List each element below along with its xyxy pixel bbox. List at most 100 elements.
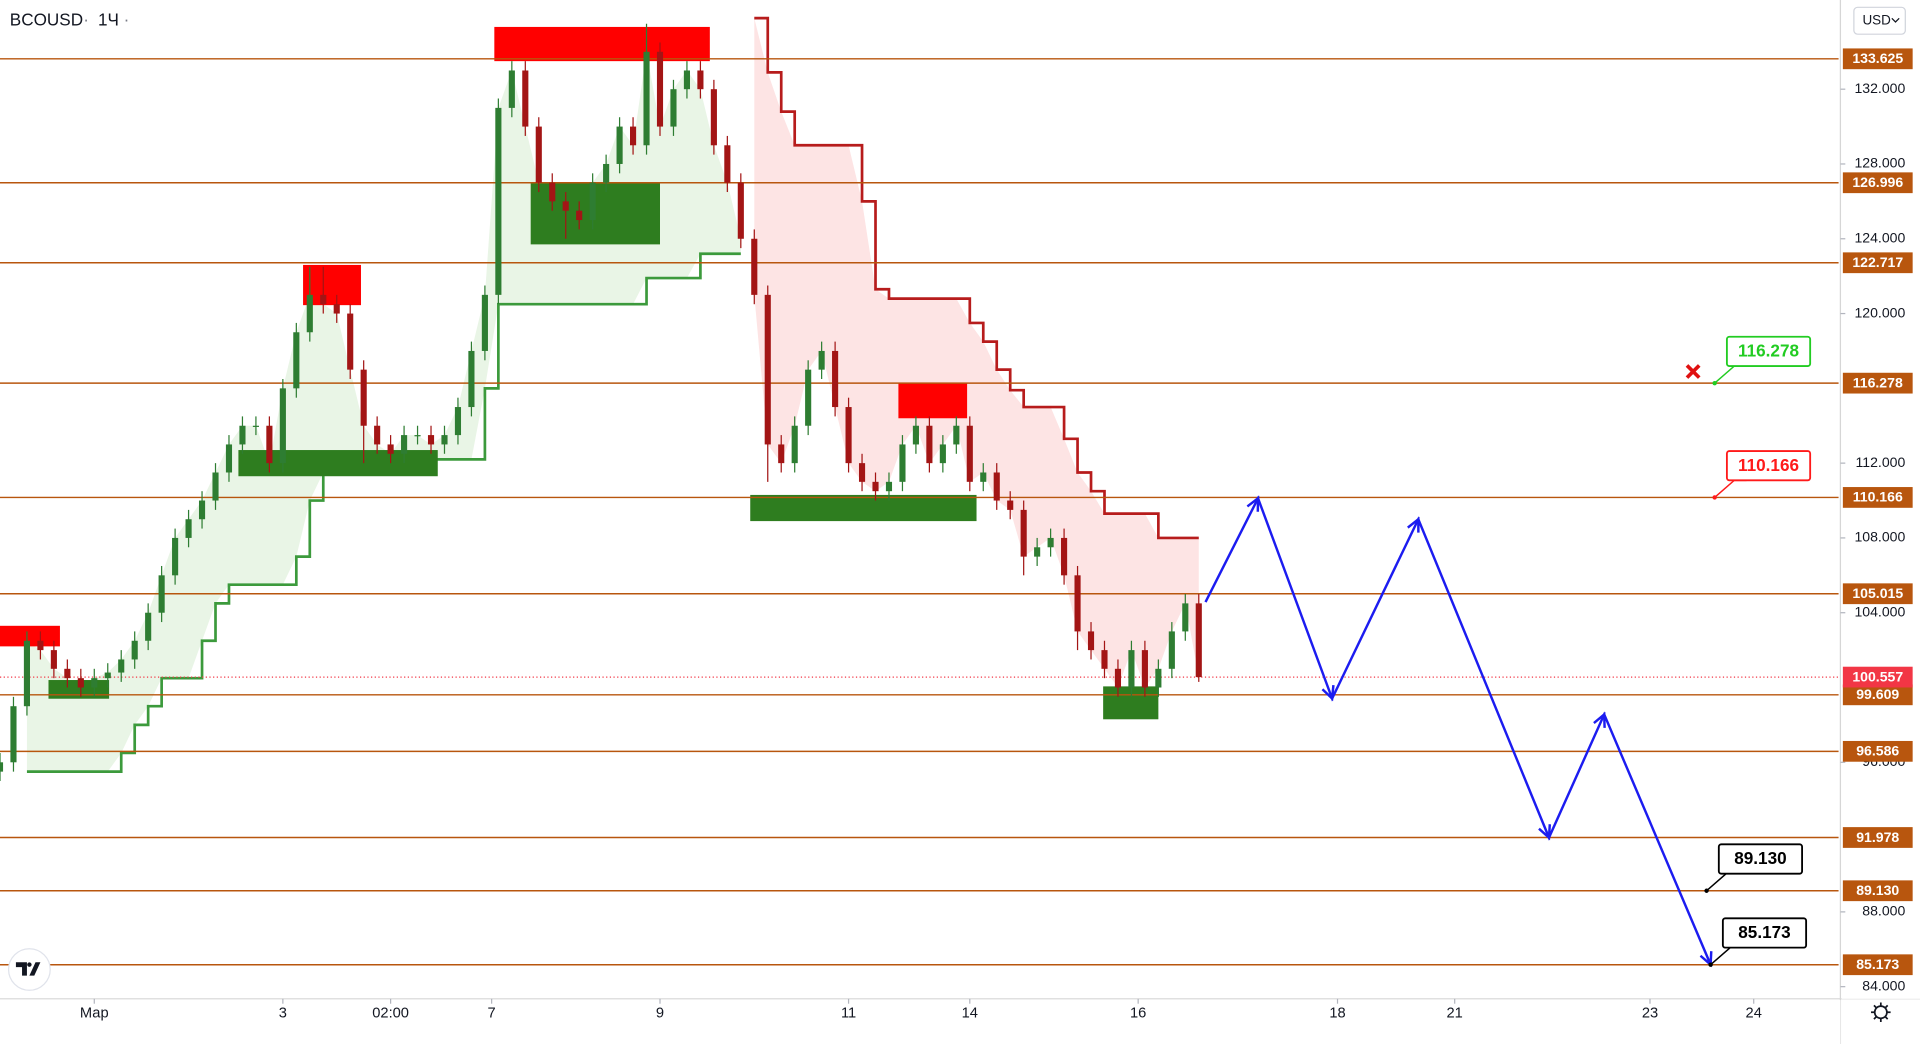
candle-body xyxy=(818,350,825,370)
candle-body xyxy=(1087,631,1095,651)
level-tag xyxy=(1842,827,1913,848)
candle-body xyxy=(239,425,246,445)
candle-body xyxy=(225,444,233,473)
logo-dot xyxy=(27,962,32,967)
level-tag xyxy=(1842,252,1913,274)
supertrend-line xyxy=(754,16,1199,540)
y-tick-label: 120.000 xyxy=(1854,304,1905,320)
candle-body xyxy=(791,425,798,464)
candle-body xyxy=(1034,547,1041,557)
level-label: 105.015 xyxy=(1852,585,1903,601)
candle-body xyxy=(710,89,717,146)
candle-body xyxy=(1101,650,1108,669)
x-tick-label: 9 xyxy=(656,1005,664,1021)
candle-body xyxy=(670,89,677,127)
y-tick-label: 104.000 xyxy=(1854,603,1905,619)
candle-body xyxy=(333,304,340,314)
candle-body xyxy=(535,126,542,183)
callout-label: 85.173 xyxy=(1738,923,1790,942)
candle-body xyxy=(508,70,515,108)
dropdown-arrow[interactable] xyxy=(1891,17,1900,23)
candle-body xyxy=(656,51,664,127)
candle-body xyxy=(589,182,596,221)
gear-teeth[interactable] xyxy=(1871,1002,1891,1023)
callout-box xyxy=(1725,335,1812,367)
candle-body xyxy=(401,435,408,454)
candle-body xyxy=(1007,500,1014,510)
candle-body xyxy=(885,481,893,492)
candle-body xyxy=(481,294,488,351)
y-tick-label: 108.000 xyxy=(1854,529,1905,545)
candle-body xyxy=(414,435,421,437)
level-tag xyxy=(1842,583,1913,605)
symbol-title: BCOUSD xyxy=(10,10,83,29)
currency-box[interactable] xyxy=(1853,6,1906,35)
candle-body xyxy=(1047,537,1054,548)
candle-body xyxy=(347,313,354,370)
candle-body xyxy=(1141,650,1148,688)
candle-body xyxy=(724,145,731,183)
candle-body xyxy=(1020,509,1027,557)
candle-body xyxy=(630,126,637,146)
candle-body xyxy=(778,444,785,464)
interval: 1Ч xyxy=(98,10,119,29)
logo-circle[interactable] xyxy=(7,948,51,991)
zone xyxy=(898,382,968,419)
x-tick-label: 18 xyxy=(1329,1005,1345,1021)
candle-body xyxy=(1195,603,1202,678)
candle-body xyxy=(185,519,192,538)
plot-area: 116.278 110.166 89.130 85.173 xyxy=(0,16,1839,968)
x-tick-label: 3 xyxy=(279,1005,287,1021)
currency-button[interactable]: USD xyxy=(1853,6,1906,35)
y-tick-label: 112.000 xyxy=(1856,454,1906,470)
candle-body xyxy=(845,407,852,464)
level-label: 116.278 xyxy=(1853,374,1903,390)
candle-body xyxy=(387,444,394,454)
callout-anchor xyxy=(1712,380,1717,386)
candle-body xyxy=(306,294,313,333)
candle-body xyxy=(64,668,71,679)
callout-box xyxy=(1721,917,1808,949)
candle-body xyxy=(562,201,569,211)
candle-body xyxy=(1182,603,1189,632)
candle-body xyxy=(91,678,98,688)
candle-body xyxy=(993,472,1000,501)
x-tick-label: 16 xyxy=(1130,1005,1146,1021)
candle-body xyxy=(468,350,475,408)
projection-arrow xyxy=(1407,516,1420,533)
level-tag xyxy=(1842,684,1913,706)
callout-anchor xyxy=(1712,495,1717,500)
candle-body xyxy=(805,369,812,426)
candle-body xyxy=(104,672,111,679)
time-scale-bg xyxy=(0,1000,1841,1044)
level-label: 99.609 xyxy=(1856,686,1899,702)
last-price-tag xyxy=(1842,666,1913,688)
candle-body xyxy=(643,51,650,146)
zone xyxy=(0,625,60,647)
candle-body xyxy=(1074,575,1081,632)
currency[interactable]: USD xyxy=(1862,12,1891,27)
candle-body xyxy=(37,640,44,651)
x-tick-label: 14 xyxy=(962,1005,978,1021)
candle-body xyxy=(683,70,690,90)
settings-button[interactable] xyxy=(1871,1002,1891,1023)
y-tick-label: 84.000 xyxy=(1862,977,1905,993)
callout-anchor xyxy=(1704,888,1709,893)
x-tick-label: 7 xyxy=(488,1005,496,1021)
candle-body xyxy=(23,640,30,707)
candle-body xyxy=(77,678,84,688)
candle-body xyxy=(1155,668,1162,688)
candle-body xyxy=(427,435,435,445)
trend-fill xyxy=(754,18,1199,688)
level-label: 91.978 xyxy=(1856,829,1899,845)
logo-mark[interactable] xyxy=(15,962,41,976)
zone xyxy=(750,494,977,522)
candle-body xyxy=(1114,668,1122,688)
candle-body xyxy=(118,659,125,673)
tv-logo[interactable] xyxy=(7,948,51,991)
candle-body xyxy=(697,70,704,90)
candle-body xyxy=(10,706,17,763)
